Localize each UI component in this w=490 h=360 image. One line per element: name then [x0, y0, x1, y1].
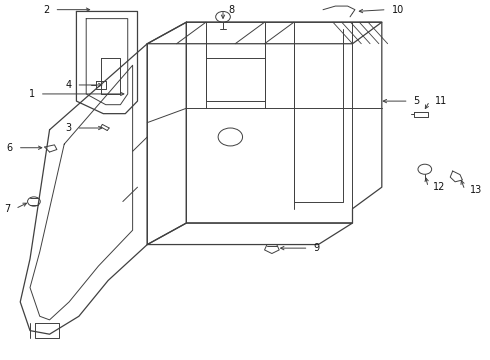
- Text: 6: 6: [7, 143, 13, 153]
- Text: 2: 2: [43, 5, 49, 15]
- Text: 1: 1: [29, 89, 35, 99]
- Text: 3: 3: [66, 123, 72, 133]
- Text: 11: 11: [435, 96, 447, 106]
- Text: 5: 5: [414, 96, 420, 106]
- Text: 8: 8: [228, 5, 234, 15]
- Text: 12: 12: [433, 182, 445, 192]
- Text: 4: 4: [66, 80, 72, 90]
- Text: 13: 13: [470, 185, 482, 195]
- Text: 10: 10: [392, 5, 404, 15]
- Text: 9: 9: [314, 243, 319, 253]
- Text: 7: 7: [4, 204, 10, 214]
